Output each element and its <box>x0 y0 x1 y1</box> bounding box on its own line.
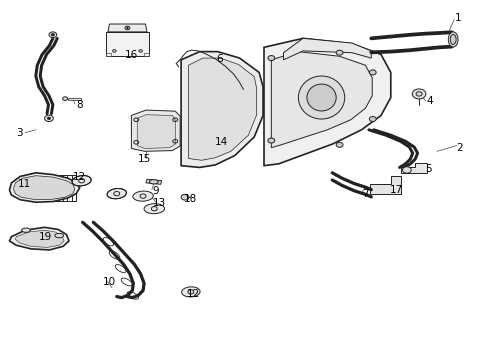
Ellipse shape <box>267 138 274 143</box>
Ellipse shape <box>298 76 344 119</box>
Text: 4: 4 <box>426 96 432 106</box>
Polygon shape <box>188 58 256 160</box>
Text: 17: 17 <box>389 185 403 195</box>
Polygon shape <box>181 51 263 167</box>
Polygon shape <box>131 110 180 151</box>
Text: 1: 1 <box>454 13 461 23</box>
Ellipse shape <box>55 233 63 238</box>
Polygon shape <box>271 51 371 148</box>
Text: 12: 12 <box>73 172 86 182</box>
Ellipse shape <box>447 32 457 47</box>
Text: 6: 6 <box>215 54 222 64</box>
Polygon shape <box>146 179 161 184</box>
Polygon shape <box>105 32 149 56</box>
Polygon shape <box>108 24 147 32</box>
Text: 18: 18 <box>184 194 197 204</box>
Ellipse shape <box>411 89 425 99</box>
Ellipse shape <box>51 34 54 36</box>
Text: 9: 9 <box>152 186 159 196</box>
Polygon shape <box>105 53 111 56</box>
Ellipse shape <box>72 176 91 186</box>
Ellipse shape <box>133 191 153 201</box>
Text: 2: 2 <box>456 143 463 153</box>
Text: 19: 19 <box>39 232 52 242</box>
Polygon shape <box>137 115 175 148</box>
Ellipse shape <box>107 189 126 199</box>
Polygon shape <box>400 163 427 173</box>
Text: 8: 8 <box>76 100 83 110</box>
Ellipse shape <box>49 32 57 38</box>
Ellipse shape <box>21 228 30 232</box>
Ellipse shape <box>306 84 335 111</box>
Text: 12: 12 <box>186 289 200 299</box>
Text: 10: 10 <box>102 277 115 287</box>
Ellipse shape <box>181 194 188 200</box>
Ellipse shape <box>267 55 274 60</box>
Ellipse shape <box>149 180 158 184</box>
Text: 7: 7 <box>362 189 368 199</box>
Ellipse shape <box>181 287 200 297</box>
Polygon shape <box>264 39 390 166</box>
Ellipse shape <box>126 27 128 28</box>
Polygon shape <box>13 176 75 200</box>
Text: 11: 11 <box>18 179 31 189</box>
Ellipse shape <box>47 117 50 120</box>
Polygon shape <box>9 173 80 202</box>
Polygon shape <box>143 53 149 56</box>
Text: 3: 3 <box>16 129 22 138</box>
Polygon shape <box>9 227 69 250</box>
Text: 15: 15 <box>138 154 151 164</box>
Ellipse shape <box>62 97 67 100</box>
Ellipse shape <box>44 115 53 122</box>
Text: 14: 14 <box>214 138 227 147</box>
Text: 13: 13 <box>152 198 165 208</box>
Ellipse shape <box>335 142 342 147</box>
Ellipse shape <box>144 204 164 214</box>
Ellipse shape <box>335 50 342 55</box>
Text: 5: 5 <box>425 164 431 174</box>
Text: 16: 16 <box>124 50 138 60</box>
Ellipse shape <box>368 70 375 75</box>
Ellipse shape <box>449 35 455 44</box>
Polygon shape <box>15 230 64 247</box>
Polygon shape <box>369 176 400 194</box>
Ellipse shape <box>368 117 375 122</box>
Polygon shape <box>68 98 81 100</box>
Polygon shape <box>283 39 370 60</box>
Ellipse shape <box>402 167 410 173</box>
